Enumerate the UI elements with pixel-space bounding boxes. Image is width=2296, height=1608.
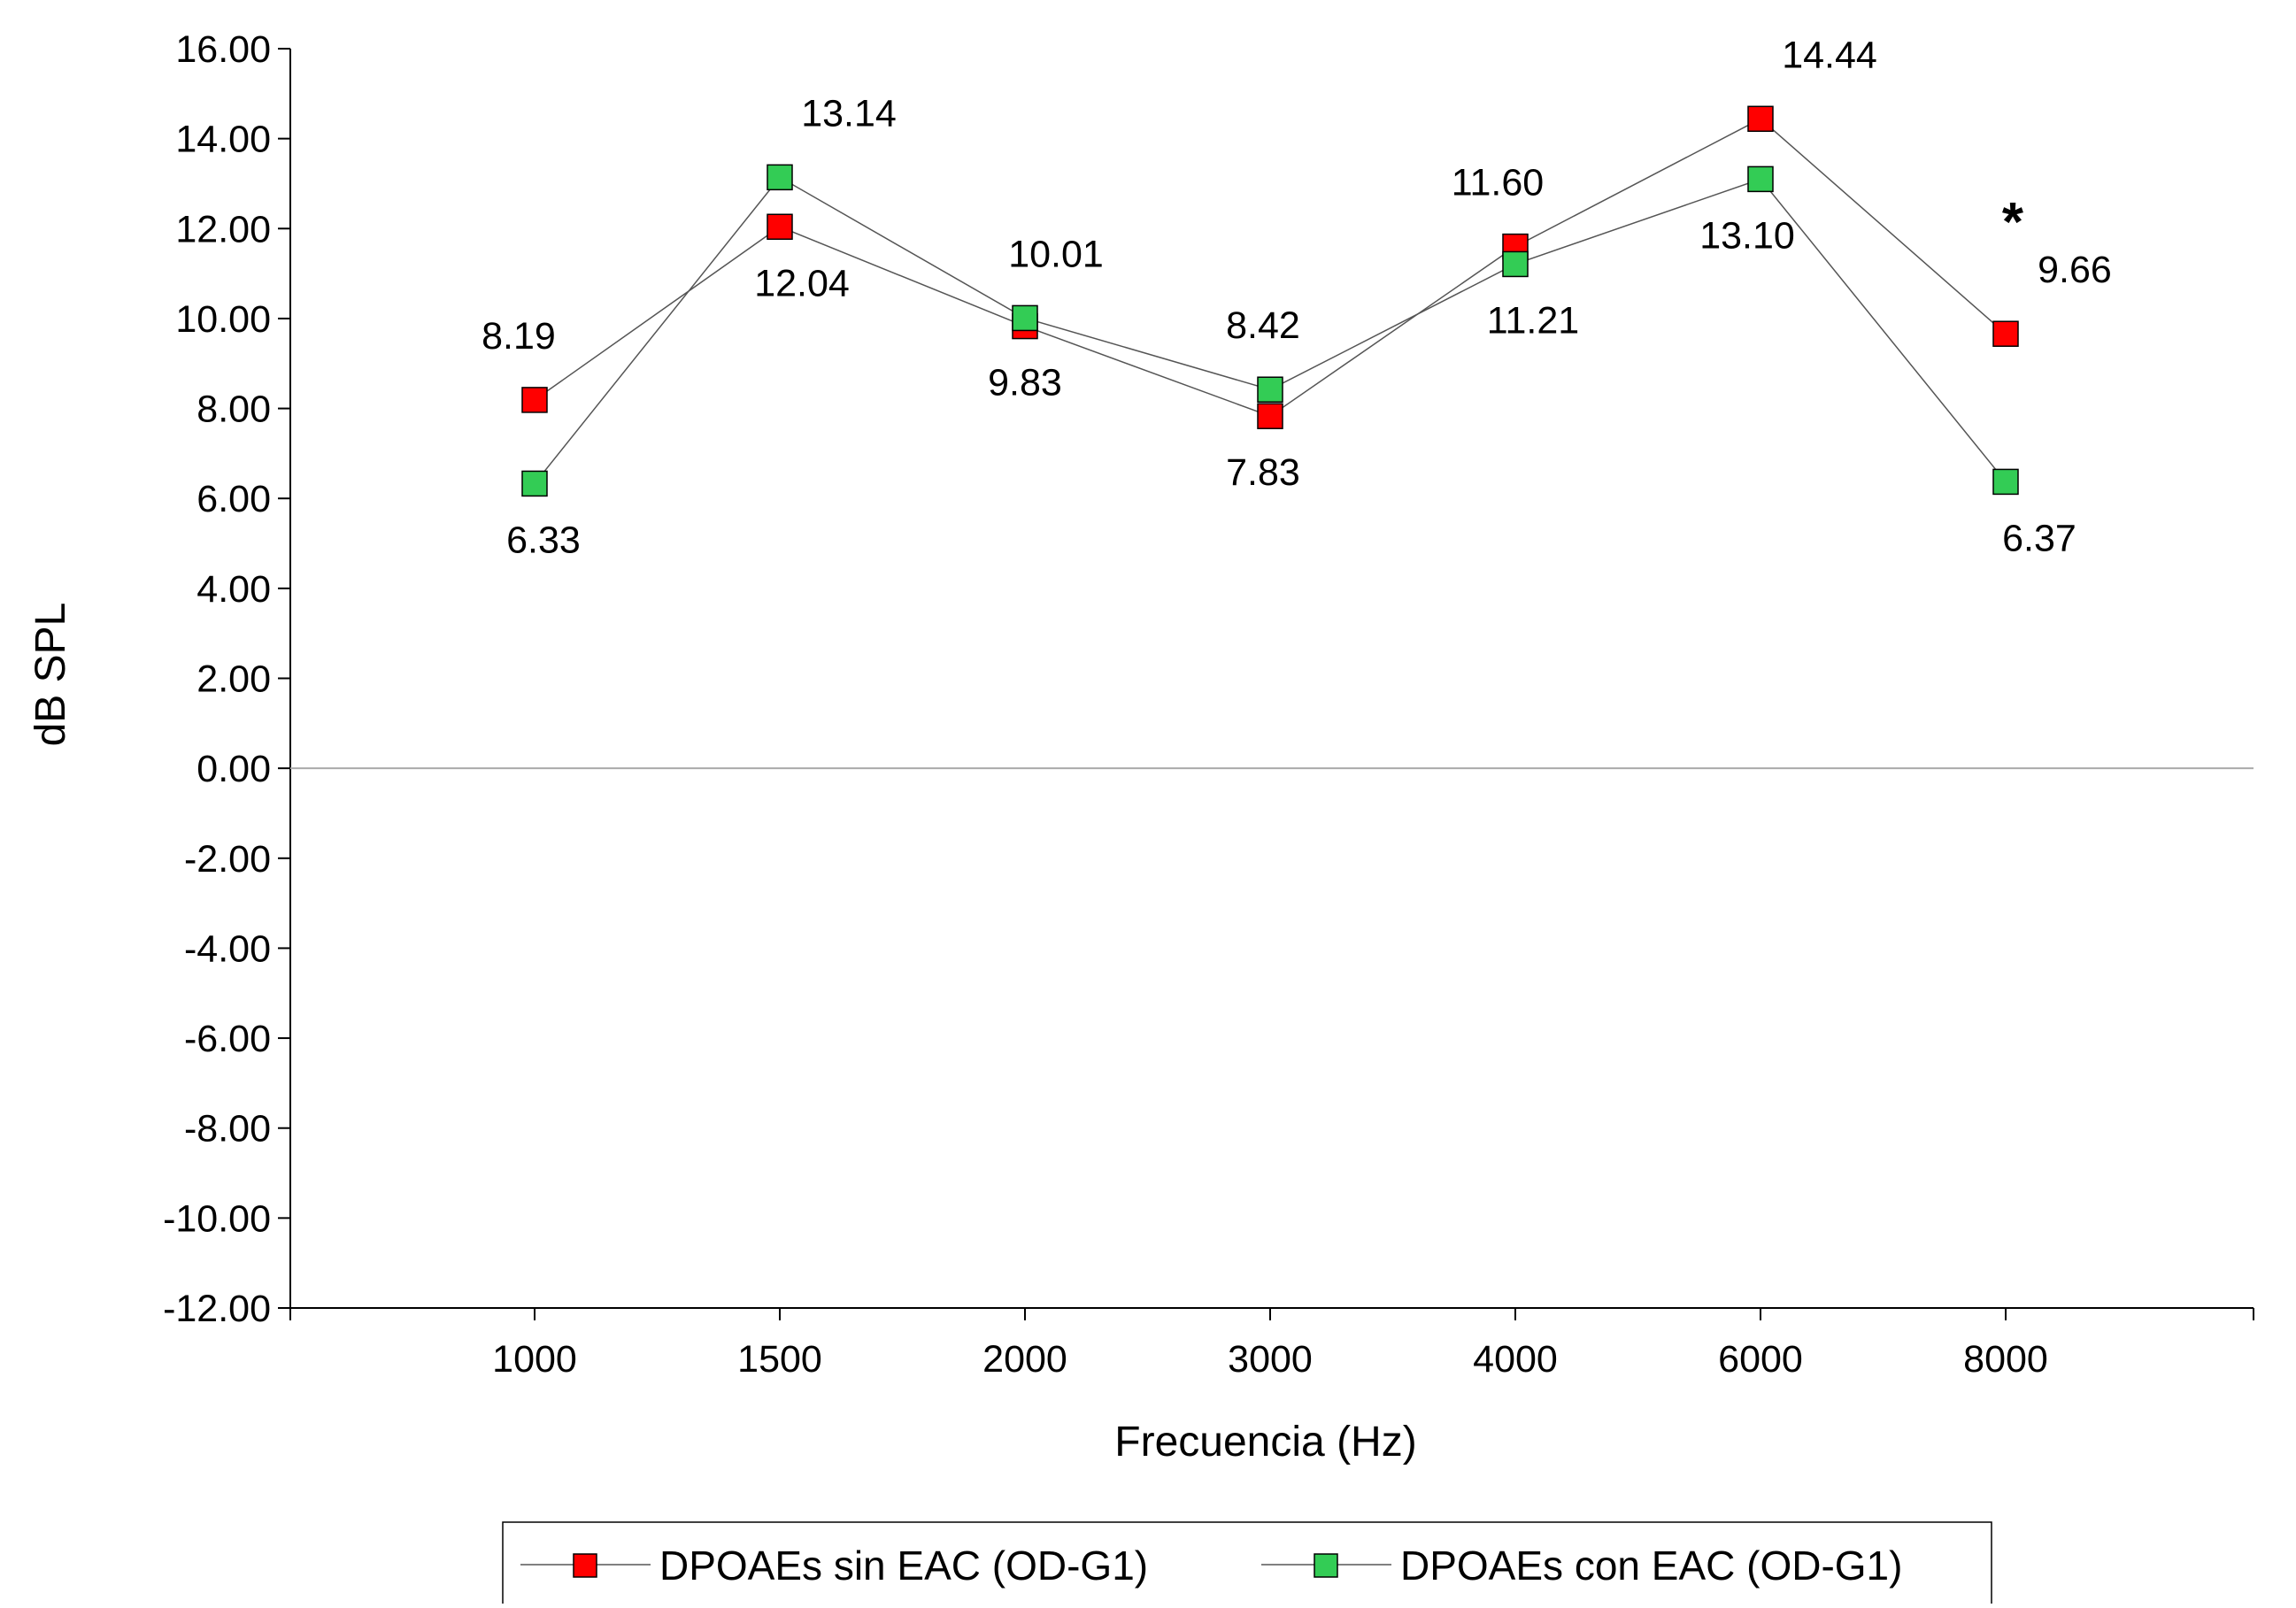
y-axis-title: dB SPL bbox=[27, 603, 74, 747]
x-tick-label-1500: 1500 bbox=[737, 1338, 822, 1381]
y-tick-label-7: 2.00 bbox=[196, 658, 271, 701]
y-tick-label-10: -4.00 bbox=[184, 927, 271, 970]
legend-label-series-2: DPOAEs con EAC (OD-G1) bbox=[1400, 1543, 1902, 1589]
y-tick-label-2: 12.00 bbox=[175, 208, 271, 250]
data-label-series-2-1500: 13.14 bbox=[801, 92, 897, 135]
data-label-series-1-6000: 14.44 bbox=[1782, 34, 1877, 76]
y-tick-label-8: 0.00 bbox=[196, 748, 271, 790]
series-layer bbox=[521, 105, 2019, 497]
legend-label-series-1: DPOAEs sin EAC (OD-G1) bbox=[659, 1543, 1148, 1589]
series-2-point-8000 bbox=[1992, 468, 2019, 496]
series-2-point-6000 bbox=[1747, 165, 1774, 193]
y-tick-label-6: 4.00 bbox=[196, 568, 271, 611]
y-tick-label-12: -8.00 bbox=[184, 1108, 271, 1150]
y-tick-label-1: 14.00 bbox=[175, 119, 271, 161]
data-label-series-1-4000: 11.60 bbox=[1452, 162, 1544, 204]
axes: 16.00 14.00 12.00 10.00 8.00 6.00 4.00 2.00 0.00… bbox=[163, 28, 2254, 1381]
series-2-point-3000 bbox=[1257, 376, 1283, 403]
data-label-series-2-2000: 10.01 bbox=[1008, 233, 1104, 275]
series-1-point-1000 bbox=[521, 387, 548, 413]
data-label-series-2-3000: 8.42 bbox=[1226, 304, 1300, 347]
x-tick-label-6000: 6000 bbox=[1718, 1338, 1803, 1381]
y-tick-label-4: 8.00 bbox=[196, 389, 271, 431]
series-1-point-8000 bbox=[1992, 320, 2019, 347]
y-tick-label-0: 16.00 bbox=[175, 28, 271, 71]
series-2-point-1000 bbox=[521, 470, 548, 497]
x-tick-label-8000: 8000 bbox=[1963, 1338, 2048, 1381]
data-label-series-2-8000: 6.37 bbox=[2002, 517, 2076, 559]
data-label-series-2-6000: 13.10 bbox=[1699, 214, 1795, 257]
legend: DPOAEs sin EAC (OD-G1) DPOAEs con EAC (O… bbox=[502, 1521, 1992, 1608]
y-tick-label-14: -12.00 bbox=[163, 1288, 271, 1330]
x-tick-label-1000: 1000 bbox=[492, 1338, 577, 1381]
y-tick-label-5: 6.00 bbox=[196, 478, 271, 520]
series-2-point-2000 bbox=[1012, 304, 1038, 332]
data-label-series-1-3000: 7.83 bbox=[1226, 451, 1300, 494]
series-2-point-4000 bbox=[1502, 250, 1529, 278]
x-tick-label-3000: 3000 bbox=[1228, 1338, 1313, 1381]
y-tick-label-11: -6.00 bbox=[184, 1018, 271, 1060]
y-tick-label-9: -2.00 bbox=[184, 838, 271, 881]
series-2-point-1500 bbox=[767, 164, 793, 191]
data-label-series-1-2000: 9.83 bbox=[988, 362, 1062, 404]
data-label-series-1-1500: 12.04 bbox=[754, 262, 850, 304]
legend-box bbox=[502, 1521, 1992, 1608]
x-axis-title: Frecuencia (Hz) bbox=[1114, 1419, 1416, 1466]
legend-marker-series-1 bbox=[573, 1553, 597, 1578]
data-label-series-1-1000: 8.19 bbox=[482, 315, 556, 358]
x-tick-label-4000: 4000 bbox=[1473, 1338, 1558, 1381]
significance-marker-8000: * bbox=[2002, 192, 2024, 253]
series-1-point-1500 bbox=[767, 213, 793, 241]
series-1-point-3000 bbox=[1257, 403, 1283, 429]
data-label-series-2-1000: 6.33 bbox=[506, 519, 581, 561]
legend-marker-series-2 bbox=[1314, 1553, 1338, 1578]
x-tick-label-2000: 2000 bbox=[982, 1338, 1067, 1381]
y-tick-label-3: 10.00 bbox=[175, 298, 271, 341]
data-labels-layer: 8.19 6.33 13.14 12.04 10.01 9.83 8.42 7.83 11.60… bbox=[482, 34, 2112, 561]
data-label-series-1-8000: 9.66 bbox=[2038, 249, 2112, 291]
data-label-series-2-4000: 11.21 bbox=[1487, 299, 1579, 342]
y-tick-label-13: -10.00 bbox=[163, 1197, 271, 1240]
series-1-point-6000 bbox=[1747, 105, 1774, 133]
